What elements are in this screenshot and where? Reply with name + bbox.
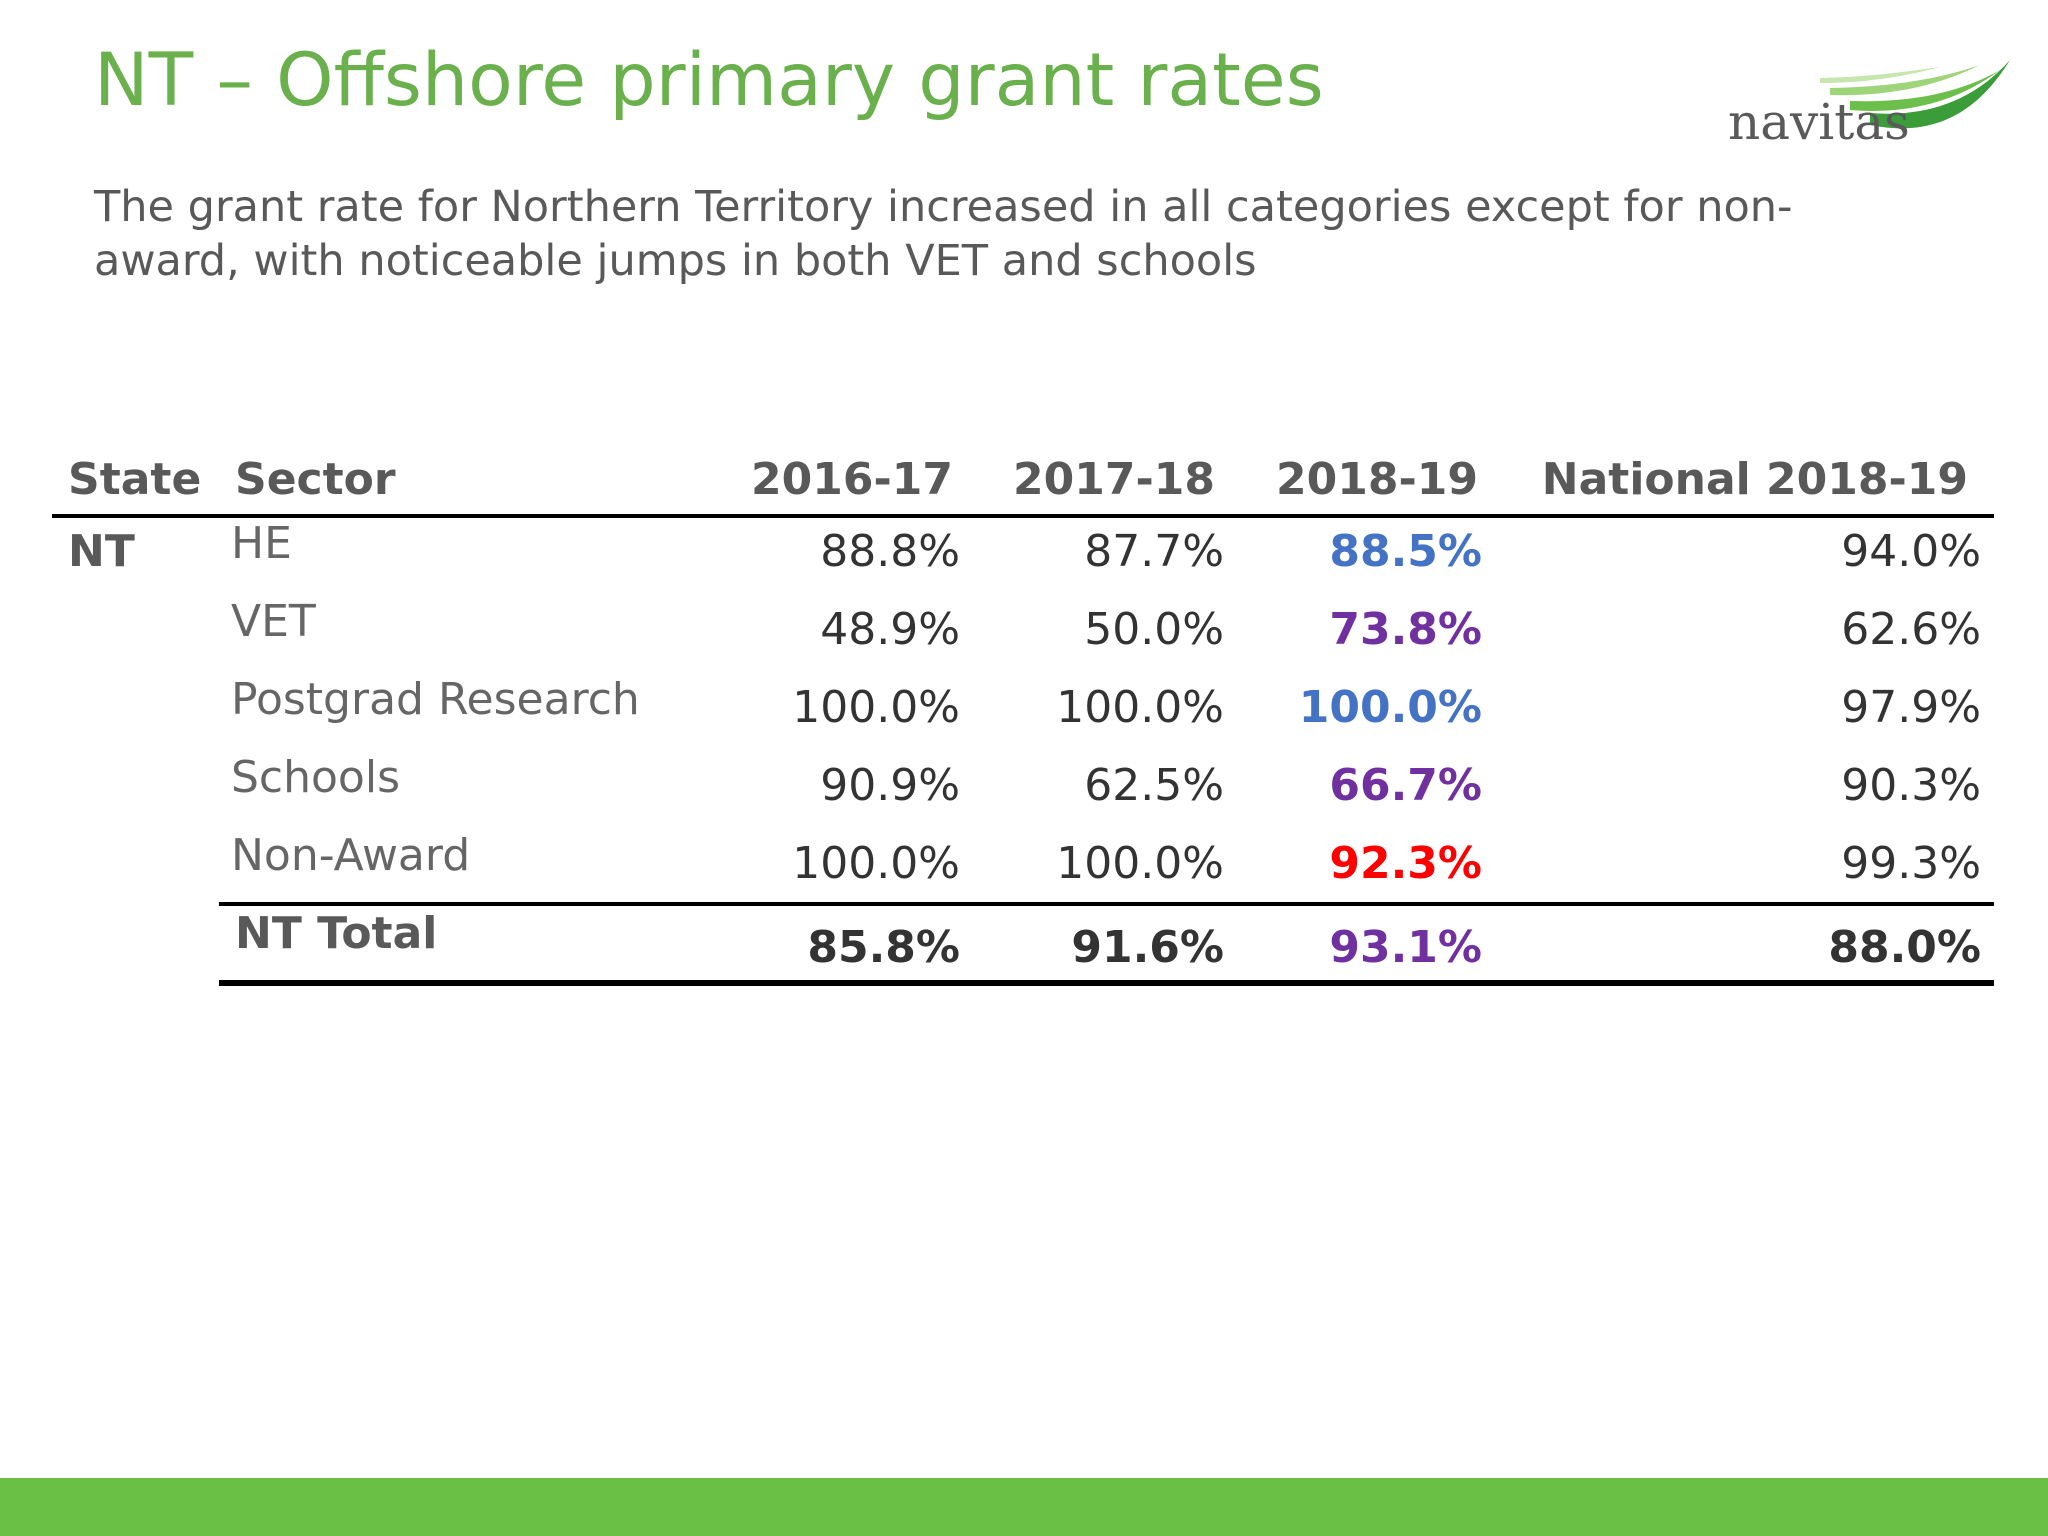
sector-label: Non-Award xyxy=(231,830,471,881)
sector-label: VET xyxy=(231,596,316,647)
column-header: 2016-17 xyxy=(751,454,953,505)
total-value: 88.0% xyxy=(1828,922,1981,973)
sector-label: Postgrad Research xyxy=(231,674,640,725)
header-rule xyxy=(52,514,1994,518)
cell-value: 94.0% xyxy=(1841,526,1981,577)
cell-value: 100.0% xyxy=(1056,838,1224,889)
footer-bar xyxy=(0,1478,2048,1536)
column-header: State xyxy=(68,454,202,505)
column-header: National 2018-19 xyxy=(1541,454,1968,505)
column-header: 2018-19 xyxy=(1276,454,1478,505)
cell-value: 92.3% xyxy=(1329,838,1482,889)
cell-value: 62.6% xyxy=(1841,604,1981,655)
cell-value: 100.0% xyxy=(1056,682,1224,733)
cell-value: 87.7% xyxy=(1084,526,1224,577)
column-header: 2017-18 xyxy=(1013,454,1215,505)
cell-value: 99.3% xyxy=(1841,838,1981,889)
cell-value: 62.5% xyxy=(1084,760,1224,811)
state-label: NT xyxy=(68,526,135,577)
bottom-rule xyxy=(219,980,1994,986)
column-header: Sector xyxy=(235,454,396,505)
total-label: NT Total xyxy=(235,908,438,959)
cell-value: 50.0% xyxy=(1084,604,1224,655)
cell-value: 97.9% xyxy=(1841,682,1981,733)
total-value: 91.6% xyxy=(1071,922,1224,973)
cell-value: 88.8% xyxy=(820,526,960,577)
subtitle: The grant rate for Northern Territory in… xyxy=(94,182,1793,286)
logo-text: navitas xyxy=(1728,93,1910,151)
total-rule xyxy=(219,902,1994,906)
cell-value: 48.9% xyxy=(820,604,960,655)
sector-label: Schools xyxy=(231,752,400,803)
logo-swoosh xyxy=(1820,60,2010,129)
logo: navitas xyxy=(1720,55,2020,155)
total-value: 93.1% xyxy=(1329,922,1482,973)
cell-value: 88.5% xyxy=(1329,526,1482,577)
title: NT – Offshore primary grant rates xyxy=(94,38,1324,123)
cell-value: 100.0% xyxy=(792,838,960,889)
cell-value: 90.3% xyxy=(1841,760,1981,811)
cell-value: 73.8% xyxy=(1329,604,1482,655)
cell-value: 66.7% xyxy=(1329,760,1482,811)
cell-value: 100.0% xyxy=(1298,682,1482,733)
total-value: 85.8% xyxy=(807,922,960,973)
cell-value: 100.0% xyxy=(792,682,960,733)
sector-label: HE xyxy=(231,518,292,569)
cell-value: 90.9% xyxy=(820,760,960,811)
